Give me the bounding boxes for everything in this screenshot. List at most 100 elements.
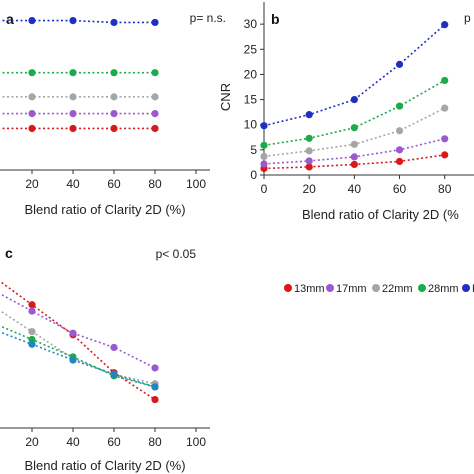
panel-a-data-point bbox=[28, 93, 36, 101]
panel-b-y-tick-label: 30 bbox=[244, 17, 258, 31]
panel-c-data-point bbox=[69, 356, 77, 364]
panel-b-data-point bbox=[305, 134, 313, 142]
panel-b-data-point bbox=[395, 127, 404, 135]
panel-b-p-value: p bbox=[464, 11, 471, 25]
panel-b-y-tick-label: 0 bbox=[250, 168, 257, 182]
panel-c-x-tick-label: 80 bbox=[148, 435, 162, 449]
chart-panel-c: c p< 0.05 Blend ratio of Clarity 2D (%) … bbox=[0, 245, 210, 473]
panel-b-data-point bbox=[395, 146, 404, 154]
panel-b-data-point bbox=[260, 122, 268, 130]
panel-a-data-point bbox=[151, 124, 159, 133]
panel-a-data-point bbox=[110, 18, 118, 27]
panel-b-data-point bbox=[305, 163, 313, 171]
legend-marker bbox=[462, 284, 470, 292]
panel-b-data-point bbox=[441, 151, 449, 159]
panel-a-data-point bbox=[28, 69, 36, 77]
legend-marker bbox=[326, 284, 334, 292]
legend-label: F bbox=[472, 283, 474, 295]
panel-b-data-point bbox=[305, 147, 313, 155]
panel-b-x-axis-label: Blend ratio of Clarity 2D (% bbox=[302, 207, 459, 222]
panel-b-series-line-4 bbox=[263, 24, 446, 127]
panel-b-y-tick-label: 10 bbox=[244, 118, 258, 132]
panel-c-series-line-4 bbox=[0, 331, 156, 388]
panel-b-letter: b bbox=[271, 11, 280, 27]
panel-b-data-point bbox=[395, 102, 404, 110]
panel-b-data-point bbox=[350, 95, 358, 104]
panel-c-data-point bbox=[151, 364, 159, 372]
legend-label: 28mm bbox=[428, 283, 459, 295]
panel-a-x-axis-label: Blend ratio of Clarity 2D (%) bbox=[24, 202, 185, 217]
panel-a-data-point bbox=[28, 124, 36, 133]
legend-marker bbox=[372, 284, 380, 292]
panel-a-series-line-4 bbox=[0, 19, 155, 24]
panel-c-data-point bbox=[110, 343, 118, 352]
panel-a-letter: a bbox=[6, 11, 14, 27]
panel-c-data-point bbox=[151, 395, 159, 404]
panel-b-x-tick-label: 40 bbox=[348, 182, 362, 196]
panel-c-x-tick-label: 100 bbox=[186, 435, 206, 449]
panel-b-data-point bbox=[441, 21, 449, 29]
panel-b-data-point bbox=[441, 104, 449, 112]
panel-a-x-tick-label: 40 bbox=[66, 177, 80, 191]
panel-b-series-line-3 bbox=[263, 79, 446, 147]
chart-panel-b: b p Blend ratio of Clarity 2D (% CNR 0 20… bbox=[218, 2, 474, 222]
panel-c-data-point bbox=[28, 301, 36, 309]
panel-a-x-tick-label: 20 bbox=[25, 177, 39, 191]
panel-c-data-point bbox=[28, 328, 36, 336]
panel-a-p-value: p= n.s. bbox=[190, 11, 226, 25]
panel-a-x-tick-label: 60 bbox=[107, 177, 121, 191]
panel-c-data-point bbox=[28, 340, 36, 348]
panel-c-x-tick-label: 20 bbox=[25, 435, 39, 449]
panel-b-x-tick-label: 80 bbox=[438, 182, 452, 196]
panel-a-data-point bbox=[69, 124, 77, 133]
panel-b-y-tick-label: 5 bbox=[250, 143, 257, 157]
panel-b-data-point bbox=[350, 153, 358, 161]
panel-c-letter: c bbox=[5, 245, 13, 261]
panel-a-data-point bbox=[151, 18, 159, 27]
panel-b-data-point bbox=[395, 157, 404, 166]
panel-b-data-point bbox=[441, 76, 449, 85]
panel-c-series-line-3 bbox=[0, 325, 156, 388]
panel-b-x-tick-label: 0 bbox=[261, 182, 268, 196]
panel-a-data-point bbox=[110, 124, 118, 133]
panel-c-series-line-1 bbox=[0, 292, 156, 369]
panel-c-x-tick-label: 40 bbox=[66, 435, 80, 449]
panel-b-x-tick-label: 20 bbox=[302, 182, 316, 196]
panel-a-data-point bbox=[151, 110, 159, 118]
panel-a-data-point bbox=[28, 110, 36, 118]
panel-b-x-tick-label: 60 bbox=[393, 182, 407, 196]
panel-a-data-point bbox=[69, 69, 77, 77]
panel-a-data-point bbox=[110, 110, 118, 118]
panel-a-data-point bbox=[69, 93, 77, 101]
panel-b-y-tick-label: 25 bbox=[244, 42, 258, 56]
panel-a-data-point bbox=[28, 17, 36, 25]
legend: 13mm 17mm 22mm 28mm F bbox=[284, 283, 474, 295]
chart-panel-a: a p= n.s. Blend ratio of Clarity 2D (%) … bbox=[0, 11, 226, 217]
panel-c-series-line-2 bbox=[0, 309, 156, 385]
panel-b-data-point bbox=[350, 140, 358, 148]
panel-c-data-point bbox=[69, 329, 77, 337]
panel-a-data-point bbox=[69, 110, 77, 118]
panel-c-data-point bbox=[151, 383, 159, 391]
panel-b-data-point bbox=[305, 157, 313, 165]
panel-b-series-line-2 bbox=[263, 107, 446, 158]
panel-c-data-point bbox=[28, 307, 36, 315]
panel-b-data-point bbox=[350, 160, 358, 169]
panel-c-x-axis-label: Blend ratio of Clarity 2D (%) bbox=[24, 458, 185, 473]
panel-c-series-line-0 bbox=[0, 280, 156, 401]
panel-b-data-point bbox=[395, 60, 404, 68]
panel-c-data-point bbox=[110, 370, 118, 378]
panel-b-y-tick-label: 15 bbox=[244, 93, 258, 107]
panel-b-y-axis-label: CNR bbox=[218, 83, 233, 111]
legend-marker bbox=[284, 284, 292, 292]
legend-marker bbox=[418, 284, 426, 292]
panel-a-x-tick-label: 80 bbox=[148, 177, 162, 191]
panel-c-x-tick-label: 60 bbox=[107, 435, 121, 449]
legend-label: 13mm bbox=[294, 283, 325, 295]
panel-b-y-tick-label: 20 bbox=[244, 67, 258, 81]
panel-b-data-point bbox=[260, 152, 268, 160]
panel-a-data-point bbox=[110, 93, 118, 101]
panel-b-data-point bbox=[260, 160, 268, 168]
panel-b-data-point bbox=[350, 124, 358, 132]
